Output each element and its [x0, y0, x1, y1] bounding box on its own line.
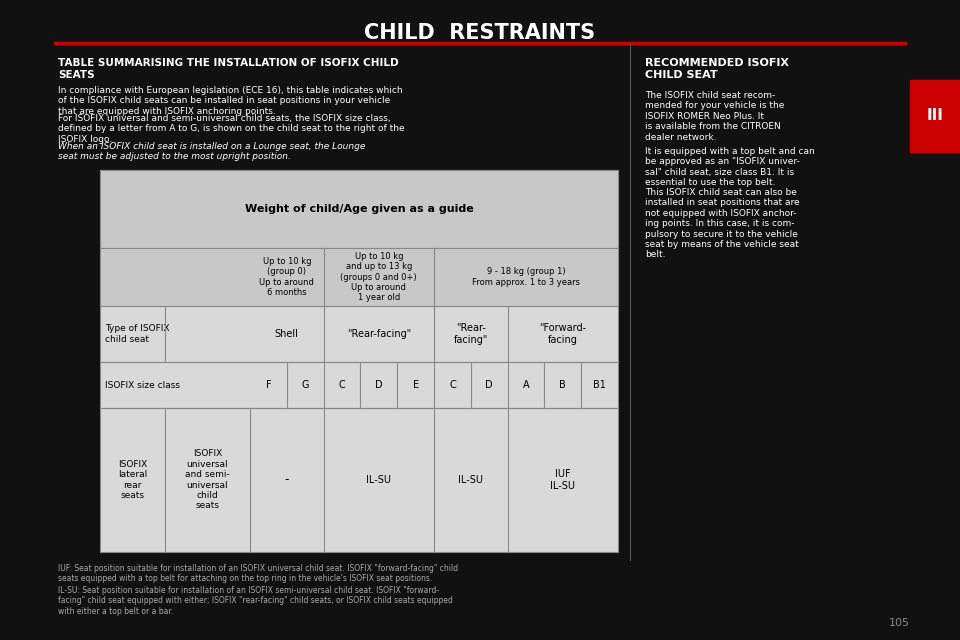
Text: Up to 10 kg
and up to 13 kg
(groups 0 and 0+)
Up to around
1 year old: Up to 10 kg and up to 13 kg (groups 0 an… — [341, 252, 417, 302]
Text: IUF: Seat position suitable for installation of an ISOFIX universal child seat. : IUF: Seat position suitable for installa… — [58, 564, 458, 584]
Bar — [910, 80, 960, 152]
Bar — [100, 170, 618, 552]
Bar — [100, 248, 618, 306]
Text: G: G — [301, 380, 309, 390]
Text: ISOFIX size class: ISOFIX size class — [105, 381, 180, 390]
Text: E: E — [413, 380, 419, 390]
Text: "Forward-
facing: "Forward- facing — [540, 323, 587, 345]
Text: When an ISOFIX child seat is installed on a Lounge seat, the Lounge
seat must be: When an ISOFIX child seat is installed o… — [58, 142, 366, 161]
Text: -: - — [284, 474, 289, 486]
Text: The ISOFIX child seat recom-
mended for your vehicle is the
ISOFIX ROMER Neo Plu: The ISOFIX child seat recom- mended for … — [645, 91, 784, 141]
Text: Type of ISOFIX
child seat: Type of ISOFIX child seat — [105, 324, 170, 344]
Text: In compliance with European legislation (ECE 16), this table indicates which
of : In compliance with European legislation … — [58, 86, 402, 116]
Text: B1: B1 — [593, 380, 606, 390]
Text: III: III — [926, 109, 944, 124]
Text: ISOFIX
lateral
rear
seats: ISOFIX lateral rear seats — [118, 460, 147, 500]
Text: This ISOFIX child seat can also be
installed in seat positions that are
not equi: This ISOFIX child seat can also be insta… — [645, 188, 800, 259]
Text: TABLE SUMMARISING THE INSTALLATION OF ISOFIX CHILD
SEATS: TABLE SUMMARISING THE INSTALLATION OF IS… — [58, 58, 398, 79]
Text: F: F — [266, 380, 272, 390]
Text: C: C — [449, 380, 456, 390]
Text: Weight of child/Age given as a guide: Weight of child/Age given as a guide — [245, 204, 473, 214]
Text: D: D — [486, 380, 493, 390]
Text: A: A — [522, 380, 529, 390]
Text: B: B — [560, 380, 566, 390]
Text: IUF
IL-SU: IUF IL-SU — [550, 469, 575, 491]
Text: C: C — [339, 380, 346, 390]
Text: "Rear-facing": "Rear-facing" — [347, 329, 411, 339]
Text: RECOMMENDED ISOFIX
CHILD SEAT: RECOMMENDED ISOFIX CHILD SEAT — [645, 58, 789, 79]
Text: IL-SU: IL-SU — [458, 475, 483, 485]
Text: It is equipped with a top belt and can
be approved as an "ISOFIX univer-
sal" ch: It is equipped with a top belt and can b… — [645, 147, 815, 187]
Text: For ISOFIX universal and semi-universal child seats, the ISOFIX size class,
defi: For ISOFIX universal and semi-universal … — [58, 114, 404, 144]
Text: D: D — [375, 380, 383, 390]
Text: "Rear-
facing": "Rear- facing" — [454, 323, 488, 345]
Text: 9 - 18 kg (group 1)
From approx. 1 to 3 years: 9 - 18 kg (group 1) From approx. 1 to 3 … — [472, 268, 580, 287]
Text: Up to 10 kg
(group 0)
Up to around
6 months: Up to 10 kg (group 0) Up to around 6 mon… — [259, 257, 314, 297]
Text: CHILD  RESTRAINTS: CHILD RESTRAINTS — [365, 23, 595, 43]
Bar — [100, 170, 618, 248]
Text: IL-SU: IL-SU — [367, 475, 392, 485]
Text: IL-SU: Seat position suitable for installation of an ISOFIX semi-universal child: IL-SU: Seat position suitable for instal… — [58, 586, 453, 616]
Text: ISOFIX
universal
and semi-
universal
child
seats: ISOFIX universal and semi- universal chi… — [185, 449, 229, 511]
Text: 105: 105 — [889, 618, 910, 628]
Text: Shell: Shell — [275, 329, 299, 339]
